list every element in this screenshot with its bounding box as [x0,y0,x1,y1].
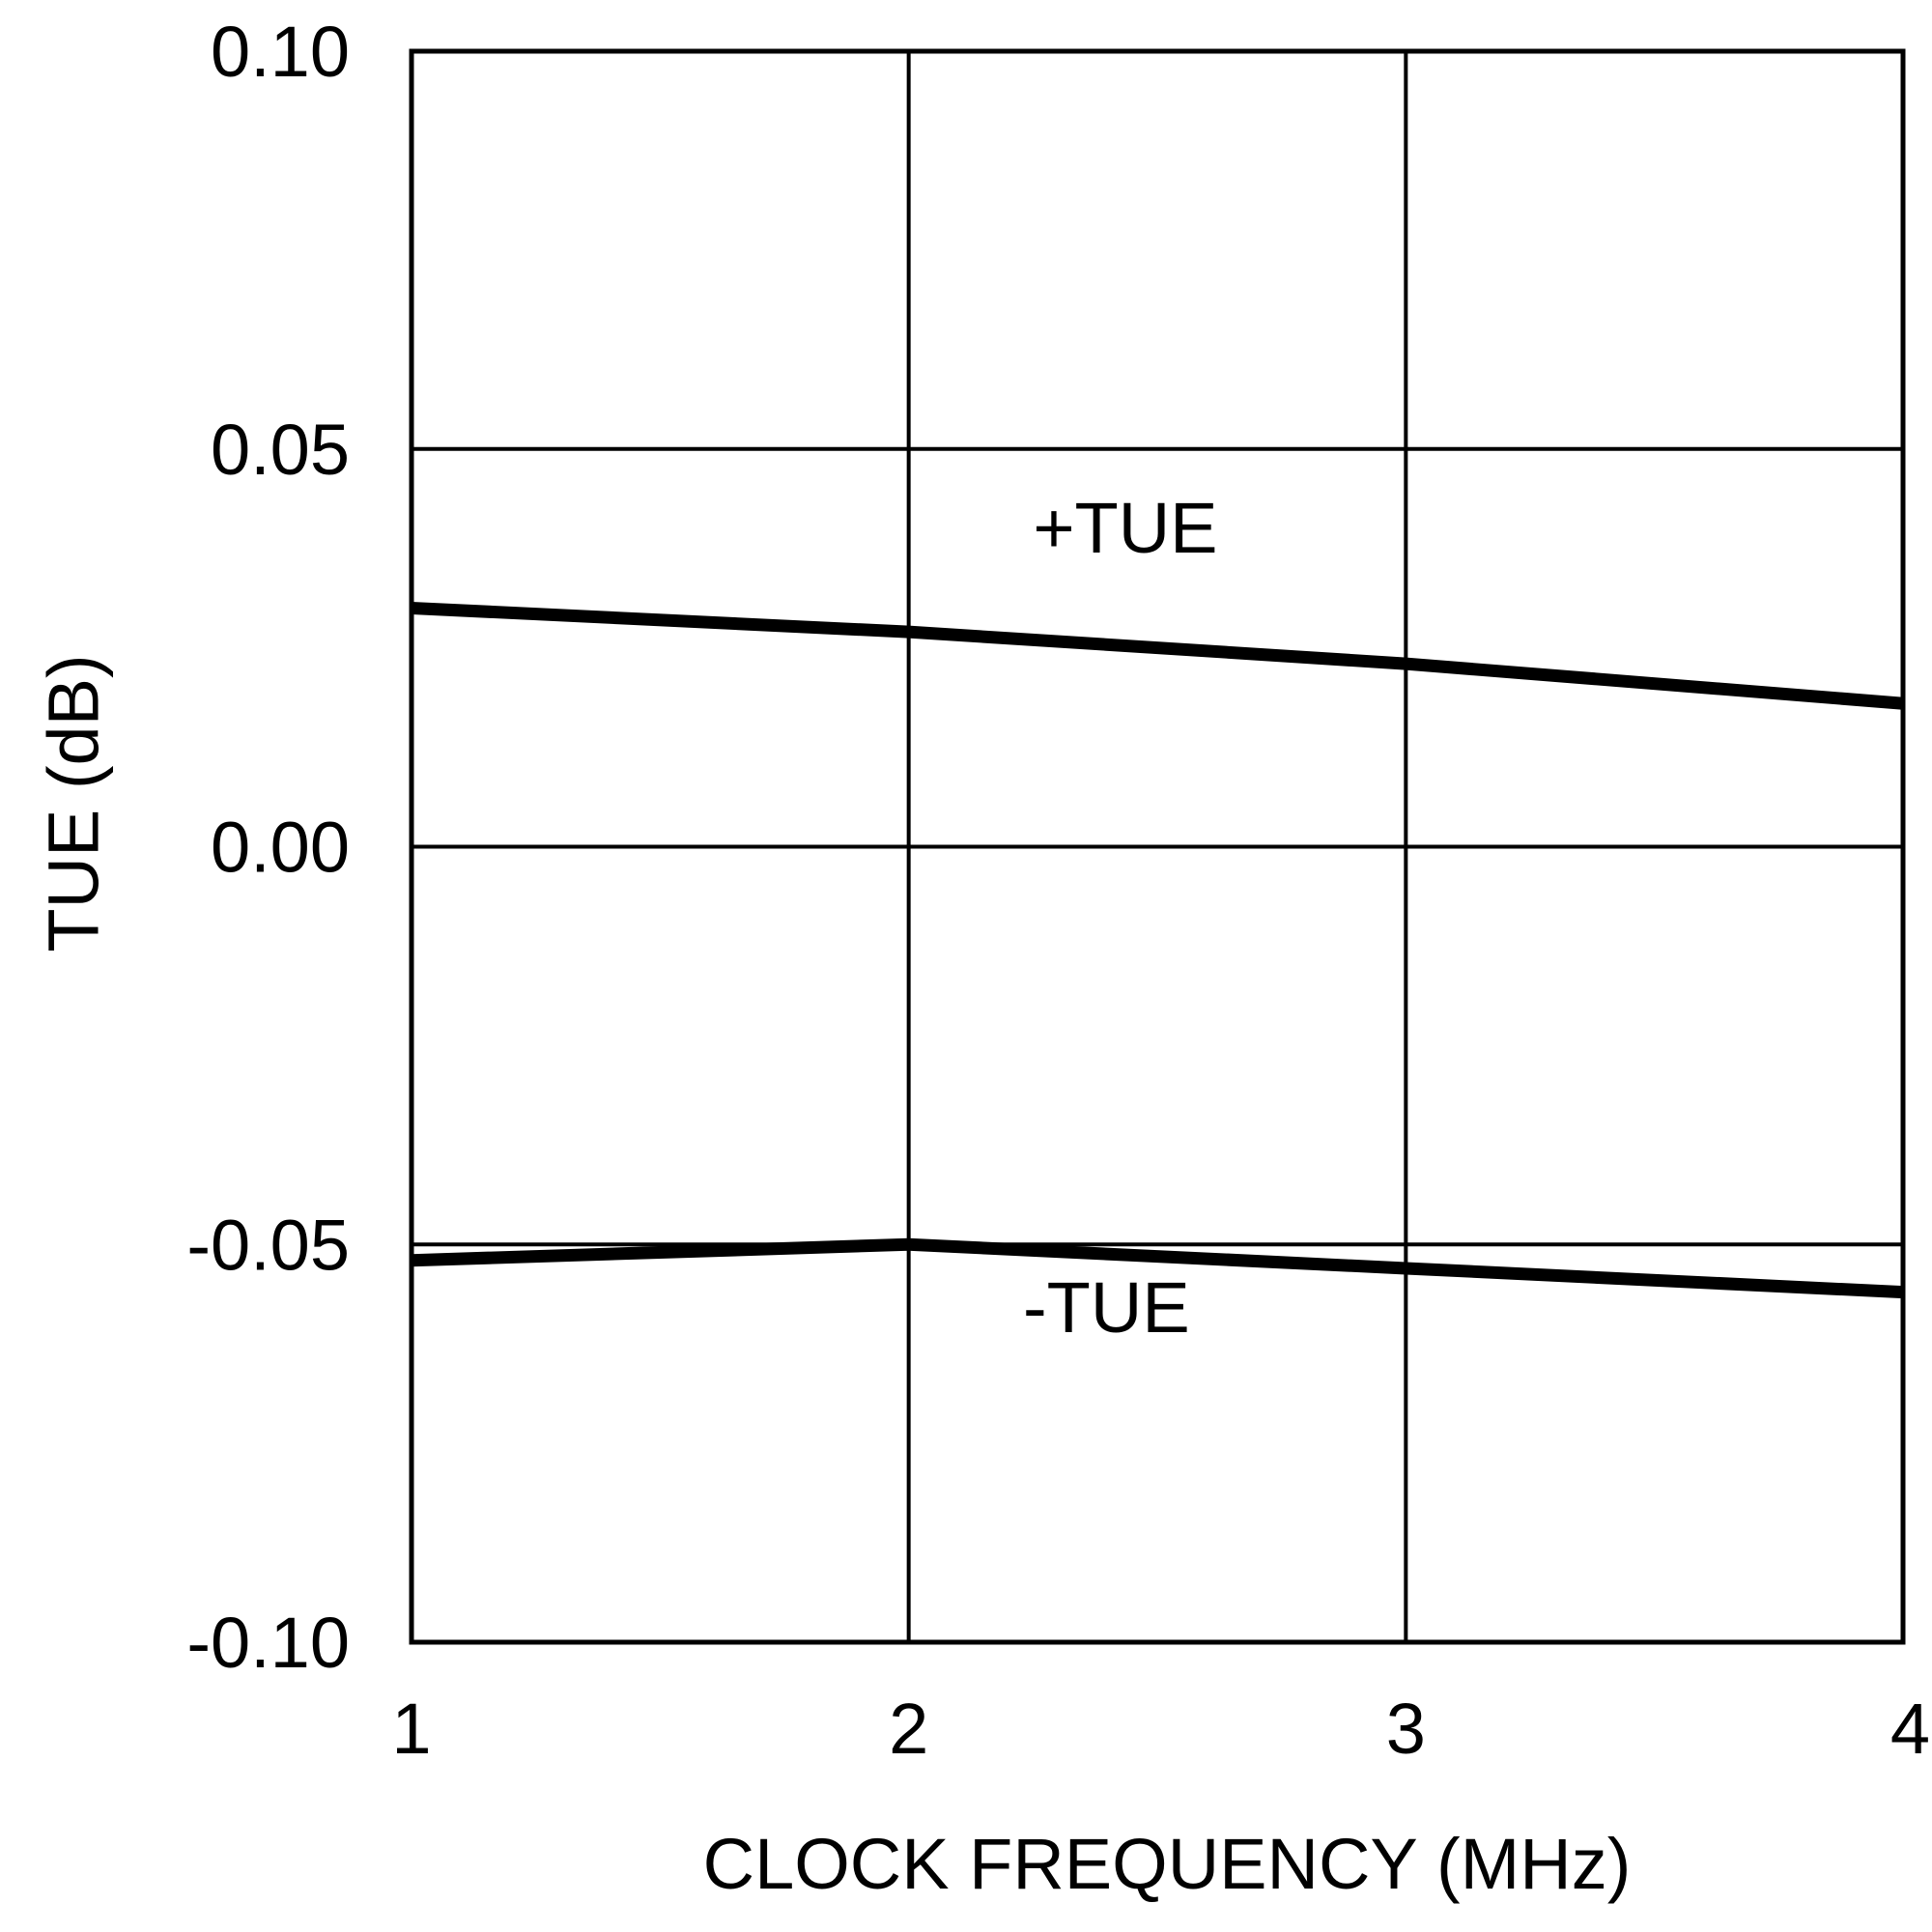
y-axis-tick-labels: -0.10 -0.05 0.00 0.05 0.10 [186,12,350,1683]
x-axis-title: CLOCK FREQUENCY (MHz) [703,1824,1632,1904]
y-tick-label: 0.10 [211,12,350,92]
plot-frame [409,48,1906,1645]
y-tick-label: -0.10 [186,1603,350,1683]
x-tick-label: 1 [391,1689,431,1769]
x-tick-label: 4 [1890,1689,1930,1769]
y-tick-label: 0.05 [211,410,350,490]
series-line-0 [411,601,1904,710]
series-annotation: +TUE [1033,488,1217,568]
y-tick-label: -0.05 [186,1205,350,1285]
x-axis-tick-labels: 1 2 3 4 [391,1689,1930,1769]
grid [410,49,1905,1644]
x-tick-label: 2 [889,1689,928,1769]
x-tick-label: 3 [1386,1689,1426,1769]
series-annotation: -TUE [1023,1267,1190,1348]
series-line-1 [411,1237,1904,1299]
series-lines [411,601,1904,1299]
series-annotations: +TUE -TUE [1023,488,1218,1348]
y-tick-label: 0.00 [211,808,350,888]
y-axis-title: TUE (dB) [34,654,114,952]
